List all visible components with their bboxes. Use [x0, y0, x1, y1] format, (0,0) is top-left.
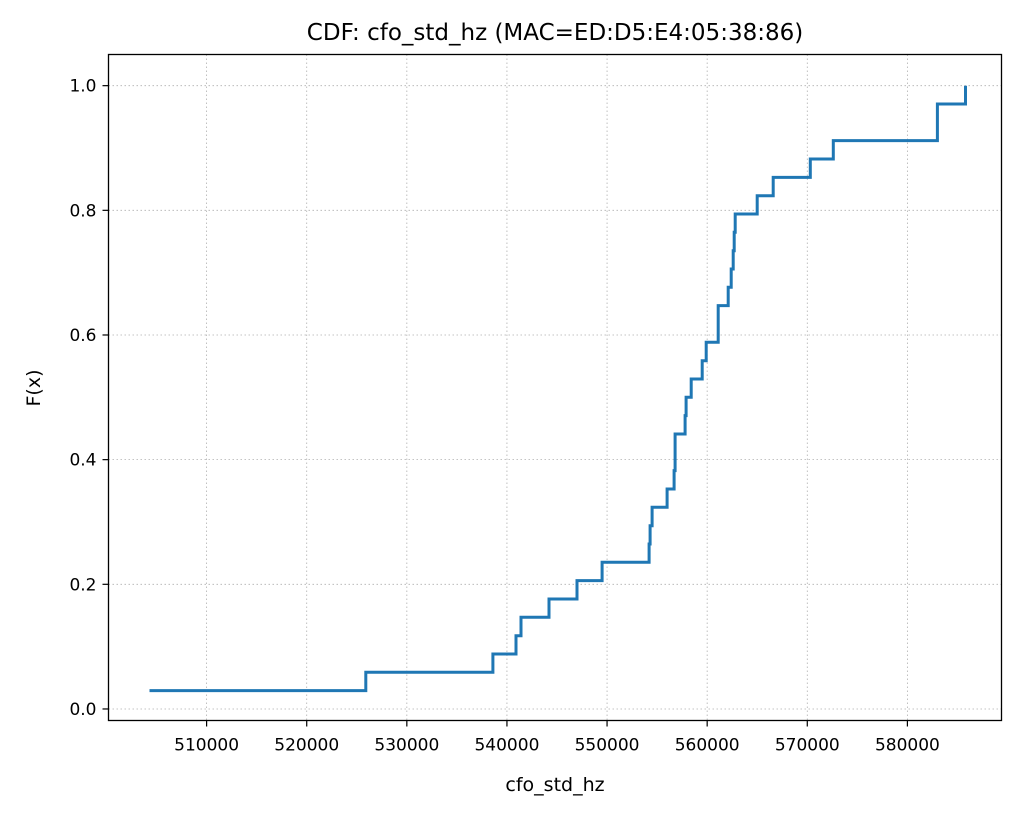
x-tick-label: 520000 — [274, 736, 339, 756]
y-tick-label: 1.0 — [69, 77, 96, 97]
y-axis-label: F(x) — [23, 370, 45, 407]
x-axis: 510000 520000 530000 540000 550000 560000 5700… — [174, 720, 940, 756]
cdf-series-line — [149, 85, 967, 693]
x-tick-label: 530000 — [374, 736, 439, 756]
x-tick-label: 540000 — [474, 736, 539, 756]
y-tick-label: 0.8 — [69, 201, 96, 221]
y-tick-label: 0.2 — [69, 575, 96, 595]
y-tick-label: 0.4 — [69, 451, 96, 471]
chart-title: CDF: cfo_std_hz (MAC=ED:D5:E4:05:38:86) — [307, 20, 803, 46]
y-tick-label: 0.6 — [69, 326, 96, 346]
y-tick-label: 0.0 — [69, 700, 96, 720]
y-axis: 0.0 0.2 0.4 0.6 0.8 1.0 — [69, 77, 109, 720]
x-tick-label: 550000 — [575, 736, 640, 756]
grid — [108, 54, 1002, 721]
plot-frame — [107, 53, 1003, 722]
x-tick-label: 570000 — [775, 736, 840, 756]
x-tick-label: 560000 — [675, 736, 740, 756]
x-axis-label: cfo_std_hz — [505, 774, 604, 796]
x-tick-label: 580000 — [875, 736, 940, 756]
x-tick-label: 510000 — [174, 736, 239, 756]
